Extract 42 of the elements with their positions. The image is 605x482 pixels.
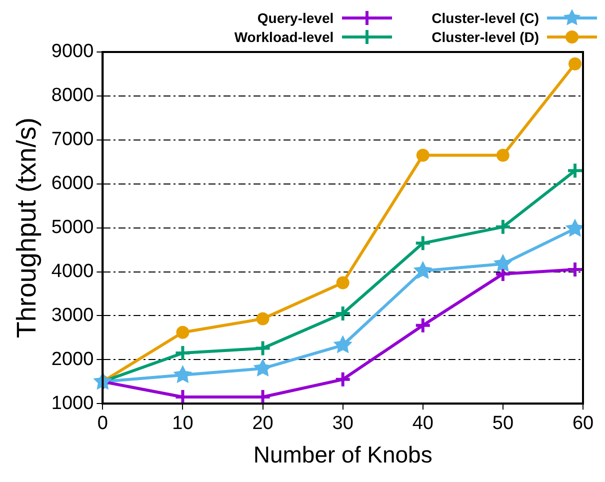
y-tick-label: 7000 bbox=[51, 129, 94, 150]
point bbox=[493, 254, 512, 272]
point bbox=[334, 305, 352, 322]
legend-label: Workload-level bbox=[234, 28, 334, 44]
point bbox=[566, 162, 583, 180]
point bbox=[568, 57, 582, 70]
point bbox=[334, 370, 352, 388]
point bbox=[414, 234, 432, 252]
x-tick-label: 30 bbox=[332, 413, 354, 434]
x-tick-label: 20 bbox=[252, 413, 274, 434]
x-axis-title: Number of Knobs bbox=[253, 442, 432, 468]
x-tick-label: 10 bbox=[172, 413, 194, 434]
point bbox=[566, 261, 583, 278]
point bbox=[173, 365, 192, 384]
point bbox=[174, 344, 192, 362]
point bbox=[256, 312, 270, 326]
y-tick-label: 9000 bbox=[51, 41, 94, 62]
point bbox=[565, 218, 585, 237]
point bbox=[413, 260, 432, 279]
x-tick-label: 40 bbox=[412, 413, 434, 434]
point bbox=[333, 335, 352, 354]
legend-label: Query-level bbox=[257, 10, 334, 26]
point bbox=[496, 148, 510, 162]
y-axis-title: Throughput (txn/s) bbox=[12, 117, 42, 338]
x-tick-label: 60 bbox=[572, 413, 594, 434]
point bbox=[416, 148, 430, 162]
legend-label: Cluster-level (D) bbox=[432, 28, 539, 44]
point bbox=[494, 218, 512, 236]
point bbox=[414, 316, 432, 334]
legend-label: Cluster-level (C) bbox=[432, 10, 539, 26]
point bbox=[176, 326, 190, 339]
y-tick-label: 6000 bbox=[51, 173, 94, 194]
point bbox=[336, 276, 350, 290]
y-tick-label: 5000 bbox=[51, 217, 94, 238]
point bbox=[254, 340, 272, 357]
x-tick-label: 0 bbox=[97, 413, 108, 434]
y-tick-label: 8000 bbox=[51, 85, 94, 106]
y-tick-label: 2000 bbox=[51, 348, 94, 370]
y-tick-label: 1000 bbox=[51, 392, 94, 414]
y-tick-label: 3000 bbox=[51, 304, 94, 326]
x-tick-label: 50 bbox=[492, 413, 514, 434]
y-tick-label: 4000 bbox=[51, 260, 94, 282]
